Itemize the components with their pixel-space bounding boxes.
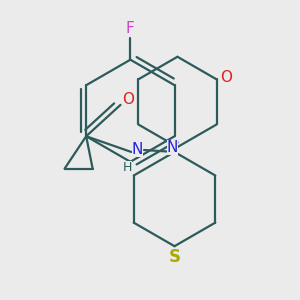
Text: N: N: [167, 140, 178, 154]
Text: H: H: [123, 161, 132, 174]
Text: S: S: [169, 248, 181, 266]
Text: O: O: [220, 70, 232, 85]
Text: F: F: [126, 21, 135, 36]
Text: O: O: [122, 92, 134, 107]
Text: N: N: [131, 142, 143, 158]
